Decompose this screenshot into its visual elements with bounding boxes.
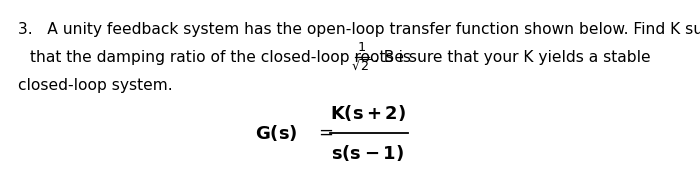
Text: that the damping ratio of the closed-loop roots is: that the damping ratio of the closed-loo…	[30, 50, 416, 65]
Text: $\mathbf{K(s+2)}$: $\mathbf{K(s+2)}$	[330, 103, 406, 123]
Text: 3.   A unity feedback system has the open-loop transfer function shown below. Fi: 3. A unity feedback system has the open-…	[18, 22, 700, 37]
Text: $\sqrt{2}$: $\sqrt{2}$	[351, 59, 372, 74]
Text: $\mathbf{s(s-1)}$: $\mathbf{s(s-1)}$	[332, 143, 405, 163]
Text: . Be sure that your K yields a stable: . Be sure that your K yields a stable	[374, 50, 650, 65]
Text: $\mathbf{G(s)}$: $\mathbf{G(s)}$	[255, 123, 298, 143]
Text: closed-loop system.: closed-loop system.	[18, 78, 173, 93]
Text: 1: 1	[358, 41, 366, 54]
Text: =: =	[318, 124, 333, 142]
